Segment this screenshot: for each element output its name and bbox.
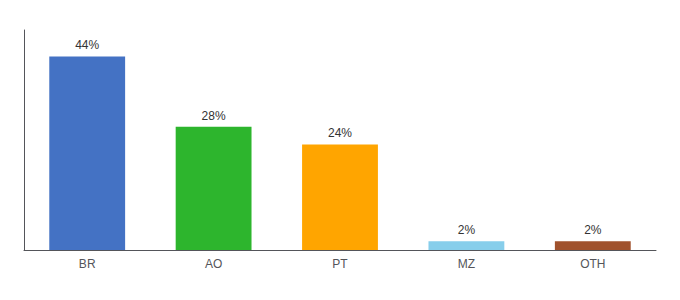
svg-text:PT: PT [332, 257, 348, 271]
svg-text:AO: AO [205, 257, 222, 271]
svg-text:2%: 2% [458, 223, 476, 237]
svg-text:MZ: MZ [458, 257, 475, 271]
svg-text:BR: BR [79, 257, 96, 271]
svg-text:28%: 28% [202, 109, 226, 123]
svg-text:24%: 24% [328, 126, 352, 140]
svg-text:44%: 44% [75, 38, 99, 52]
svg-text:2%: 2% [584, 223, 602, 237]
svg-text:OTH: OTH [580, 257, 605, 271]
